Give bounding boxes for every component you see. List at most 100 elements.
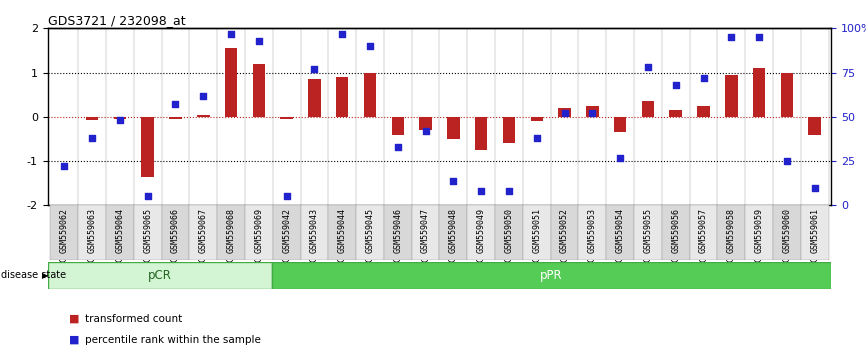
Bar <box>169 117 182 119</box>
Bar <box>113 117 126 119</box>
Bar <box>586 106 598 117</box>
Bar <box>551 205 578 260</box>
Text: GSM559054: GSM559054 <box>616 208 624 253</box>
Text: GSM559047: GSM559047 <box>421 208 430 253</box>
Bar <box>468 205 495 260</box>
Point <box>169 102 183 107</box>
Text: GSM559053: GSM559053 <box>588 208 597 253</box>
Bar <box>364 73 376 117</box>
Point <box>753 34 766 40</box>
Text: GSM559057: GSM559057 <box>699 208 708 253</box>
Point <box>418 128 432 134</box>
Point <box>808 185 822 190</box>
Point <box>724 34 738 40</box>
Text: GSM559060: GSM559060 <box>782 208 792 253</box>
Point <box>307 66 321 72</box>
Text: pCR: pCR <box>148 269 171 282</box>
Text: GSM559051: GSM559051 <box>533 208 541 253</box>
Bar <box>190 205 217 260</box>
Bar <box>689 205 717 260</box>
Bar <box>419 117 432 130</box>
Point <box>780 158 794 164</box>
Bar <box>447 117 460 139</box>
Point <box>558 110 572 116</box>
Text: GSM559066: GSM559066 <box>171 208 180 253</box>
Bar <box>495 205 523 260</box>
Bar <box>356 205 384 260</box>
Bar <box>48 262 272 289</box>
Text: GSM559064: GSM559064 <box>115 208 125 253</box>
Bar <box>384 205 411 260</box>
Bar <box>809 117 821 135</box>
Bar <box>336 77 348 117</box>
Point <box>197 93 210 98</box>
Bar <box>141 117 154 177</box>
Bar <box>662 205 689 260</box>
Point <box>252 38 266 44</box>
Bar <box>272 262 831 289</box>
Point <box>696 75 710 81</box>
Text: GDS3721 / 232098_at: GDS3721 / 232098_at <box>48 14 185 27</box>
Text: ■: ■ <box>69 314 80 324</box>
Point <box>530 135 544 141</box>
Point <box>669 82 682 88</box>
Text: GSM559050: GSM559050 <box>505 208 514 253</box>
Text: GSM559052: GSM559052 <box>560 208 569 253</box>
Text: GSM559063: GSM559063 <box>87 208 97 253</box>
Text: ▶: ▶ <box>42 271 49 280</box>
Bar <box>328 205 356 260</box>
Bar <box>50 205 78 260</box>
Text: GSM559069: GSM559069 <box>255 208 263 253</box>
Text: percentile rank within the sample: percentile rank within the sample <box>85 335 261 345</box>
Bar <box>78 205 106 260</box>
Point <box>224 31 238 36</box>
Bar <box>559 108 571 117</box>
Bar <box>614 117 626 132</box>
Text: disease state: disease state <box>1 270 66 280</box>
Point <box>363 43 377 49</box>
Bar <box>411 205 439 260</box>
Bar <box>531 117 543 121</box>
Text: GSM559058: GSM559058 <box>727 208 736 253</box>
Bar <box>225 48 237 117</box>
Point <box>57 164 71 169</box>
Text: GSM559044: GSM559044 <box>338 208 346 253</box>
Text: GSM559046: GSM559046 <box>393 208 403 253</box>
Point <box>85 135 99 141</box>
Bar <box>503 117 515 143</box>
Point <box>335 31 349 36</box>
Bar <box>86 117 99 120</box>
Bar <box>642 101 654 117</box>
Point <box>391 144 404 150</box>
Bar <box>217 205 245 260</box>
Bar <box>391 117 404 135</box>
Bar <box>780 73 793 117</box>
Bar <box>634 205 662 260</box>
Text: GSM559048: GSM559048 <box>449 208 458 253</box>
Text: pPR: pPR <box>540 269 563 282</box>
Bar <box>746 205 773 260</box>
Bar <box>717 205 746 260</box>
Text: GSM559042: GSM559042 <box>282 208 291 253</box>
Bar <box>281 117 293 119</box>
Bar <box>253 64 265 117</box>
Bar <box>301 205 328 260</box>
Point <box>113 118 126 123</box>
Bar <box>475 117 488 150</box>
Text: GSM559061: GSM559061 <box>811 208 819 253</box>
Text: GSM559055: GSM559055 <box>643 208 652 253</box>
Bar <box>439 205 468 260</box>
Bar <box>697 106 710 117</box>
Point <box>585 110 599 116</box>
Text: GSM559067: GSM559067 <box>199 208 208 253</box>
Bar <box>106 205 133 260</box>
Bar <box>725 75 738 117</box>
Bar <box>578 205 606 260</box>
Point <box>280 194 294 199</box>
Bar <box>606 205 634 260</box>
Text: GSM559059: GSM559059 <box>754 208 764 253</box>
Text: GSM559043: GSM559043 <box>310 208 319 253</box>
Point <box>613 155 627 160</box>
Bar <box>133 205 162 260</box>
Text: GSM559049: GSM559049 <box>476 208 486 253</box>
